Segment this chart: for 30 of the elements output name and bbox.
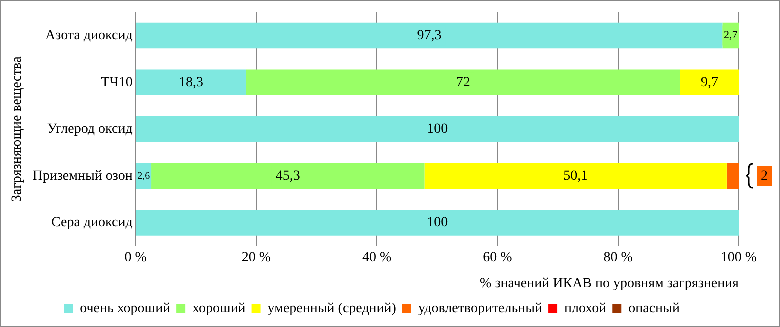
- legend-label: хороший: [192, 302, 246, 317]
- data-label: 100: [427, 216, 448, 231]
- y-tick-label: Углерод оксид: [47, 122, 133, 138]
- data-label: 2,6: [138, 170, 150, 182]
- y-axis-title: Загрязняющие вещества: [10, 56, 26, 202]
- data-label: 18,3: [179, 75, 204, 90]
- x-tick-label: 40 %: [362, 250, 392, 266]
- legend-label: очень хороший: [80, 302, 172, 317]
- legend-label: удовлетворительный: [418, 302, 544, 317]
- y-tick-label: ТЧ10: [101, 75, 133, 90]
- x-tick-label: 80 %: [604, 250, 634, 266]
- legend-label: умеренный (средний): [268, 302, 397, 317]
- y-tick-label: Приземный озон: [32, 168, 134, 184]
- data-label: 2,7: [724, 30, 738, 42]
- data-label: 72: [456, 75, 470, 90]
- data-label: 45,3: [276, 168, 300, 184]
- data-label: 9,7: [700, 75, 718, 90]
- y-tick-label: Сера диоксид: [51, 216, 133, 231]
- legend-label: плохой: [564, 302, 608, 317]
- x-tick-label: 20 %: [242, 250, 272, 266]
- data-label: 50,1: [564, 168, 588, 184]
- x-tick-label: 0 %: [124, 250, 148, 266]
- x-axis-title: % значений ИКАВ по уровням загрязнения: [480, 276, 740, 292]
- y-tick-label: Азота диоксид: [46, 28, 133, 44]
- data-label: 2: [761, 168, 768, 184]
- legend-label: опасный: [628, 302, 680, 317]
- data-label: 97,3: [417, 28, 442, 44]
- data-label: 100: [427, 122, 448, 138]
- x-tick-label: 100 %: [720, 250, 758, 266]
- x-tick-label: 60 %: [483, 250, 513, 266]
